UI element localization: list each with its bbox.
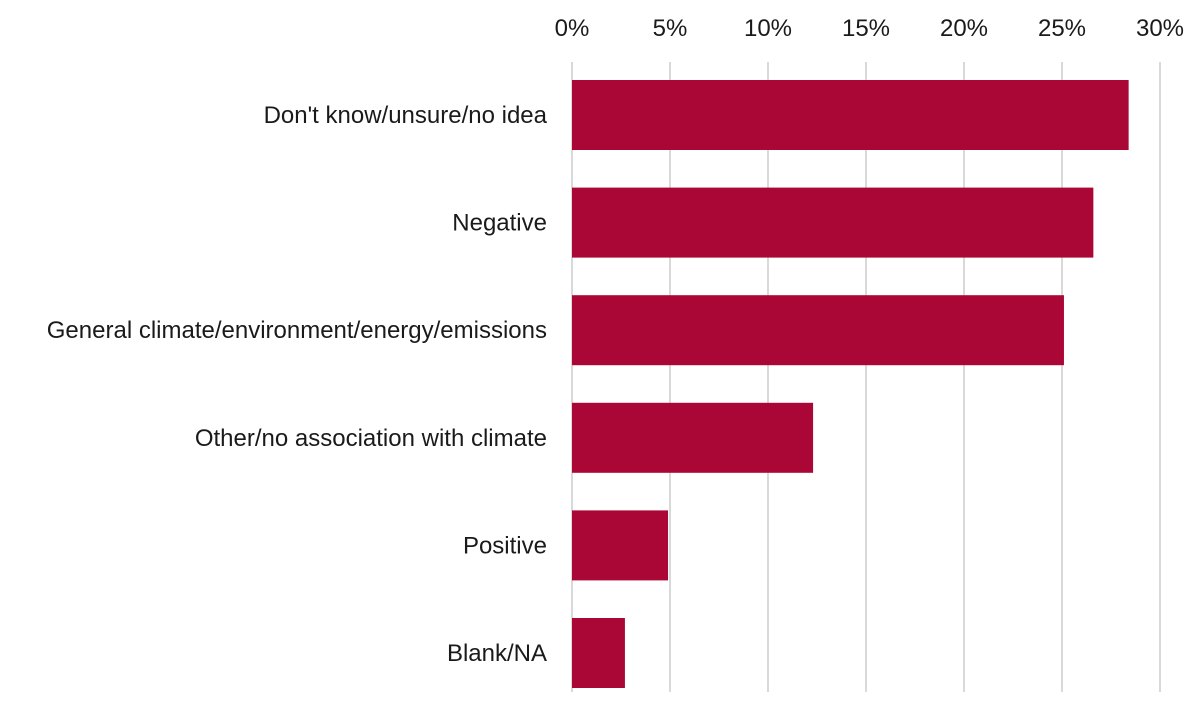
category-labels: Don't know/unsure/no idea Negative General… <box>47 102 548 667</box>
x-tick-label: 5% <box>653 15 688 42</box>
category-label: Blank/NA <box>447 640 547 667</box>
x-tick-label: 0% <box>555 15 590 42</box>
x-tick-label: 20% <box>940 15 988 42</box>
x-tick-label: 10% <box>744 15 792 42</box>
bars <box>572 80 1129 688</box>
x-tick-label: 25% <box>1038 15 1086 42</box>
category-label: Positive <box>463 532 547 559</box>
x-tick-label: 30% <box>1136 15 1184 42</box>
gridlines <box>571 62 1161 692</box>
bar <box>572 187 1094 258</box>
category-label: Other/no association with climate <box>195 425 547 452</box>
bar <box>572 510 669 581</box>
x-axis-tick-labels: 0% 5% 10% 15% 20% 25% 30% <box>555 15 1184 42</box>
bar <box>572 295 1064 366</box>
bar <box>572 80 1129 150</box>
category-label: Negative <box>452 210 547 237</box>
bar <box>572 402 814 473</box>
x-tick-label: 15% <box>842 15 890 42</box>
bar <box>572 618 625 688</box>
category-label: Don't know/unsure/no idea <box>264 102 548 129</box>
category-label: General climate/environment/energy/emiss… <box>47 317 547 344</box>
